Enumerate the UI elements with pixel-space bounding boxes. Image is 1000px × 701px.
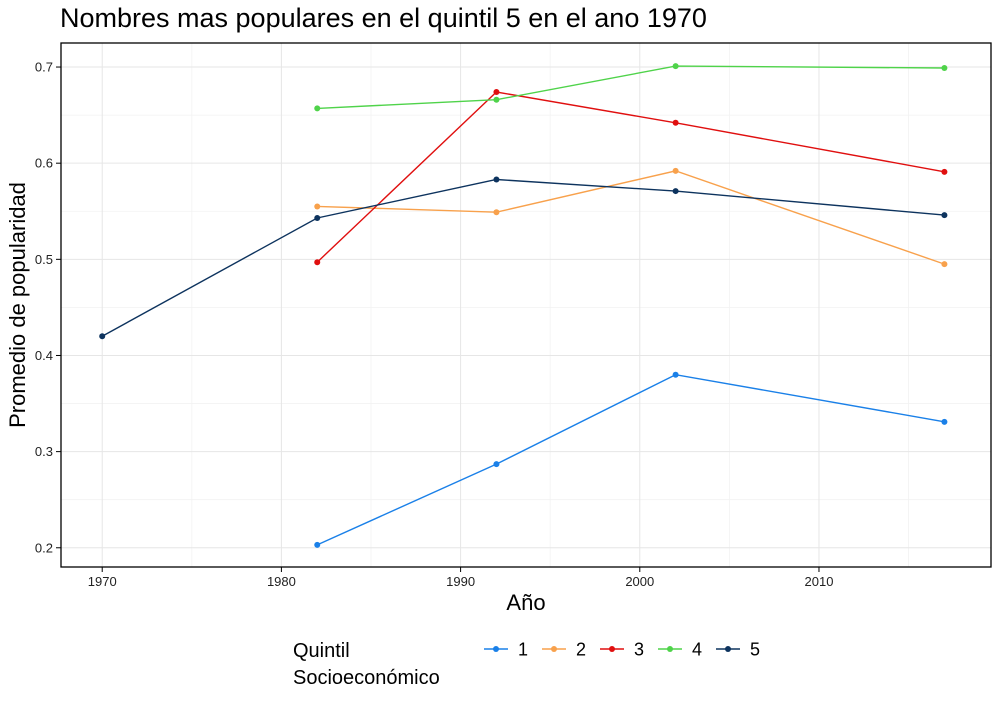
chart-title: Nombres mas populares en el quintil 5 en… [60, 3, 707, 33]
x-axis-title: Año [506, 590, 545, 615]
x-tick-label: 2000 [625, 574, 654, 589]
y-tick-label: 0.3 [35, 444, 53, 459]
legend: Quintil Socioeconómico 1 2 3 4 5 [293, 640, 760, 690]
legend-item-4: 4 [658, 640, 702, 660]
data-point-1 [493, 461, 500, 468]
series-2 [314, 167, 948, 268]
y-axis-ticks: 0.2 0.3 0.4 0.5 0.6 0.7 [35, 60, 61, 555]
data-point-1 [314, 541, 321, 548]
x-tick-label: 1970 [88, 574, 117, 589]
legend-key-point [609, 646, 615, 652]
data-point-5 [672, 188, 679, 195]
y-tick-label: 0.7 [35, 60, 53, 75]
series-5 [99, 176, 948, 340]
data-point-1 [941, 418, 948, 425]
y-tick-label: 0.5 [35, 252, 53, 267]
data-point-2 [672, 167, 679, 174]
legend-item-5: 5 [716, 640, 760, 660]
data-point-1 [672, 371, 679, 378]
data-point-3 [493, 89, 500, 96]
data-point-4 [493, 96, 500, 103]
series-3 [314, 89, 948, 266]
x-axis-ticks: 1970 1980 1990 2000 2010 [88, 567, 834, 589]
legend-label: 4 [692, 640, 702, 660]
series-line-4 [317, 65, 945, 110]
data-point-3 [314, 259, 321, 266]
plot-border [60, 42, 992, 568]
legend-label: 3 [634, 640, 644, 660]
series-line-5 [101, 178, 945, 337]
legend-item-3: 3 [600, 640, 644, 660]
series-line-3 [316, 91, 945, 263]
legend-title-line1: Quintil [293, 640, 350, 662]
data-point-5 [314, 214, 321, 221]
data-point-5 [99, 333, 106, 340]
data-point-5 [941, 212, 948, 219]
series-line-2 [317, 170, 945, 265]
data-point-4 [941, 64, 948, 71]
y-tick-label: 0.4 [35, 348, 53, 363]
data-point-4 [314, 105, 321, 112]
series-4 [314, 63, 948, 112]
data-point-5 [493, 176, 500, 183]
series-line-1 [316, 373, 945, 546]
grid-minor [61, 43, 991, 567]
y-axis-title: Promedio de popularidad [5, 182, 30, 428]
legend-title-line2: Socioeconómico [293, 667, 440, 689]
data-point-2 [493, 209, 500, 216]
x-tick-label: 1980 [267, 574, 296, 589]
legend-label: 2 [576, 640, 586, 660]
grid-major [61, 43, 991, 567]
x-tick-label: 2010 [805, 574, 834, 589]
legend-item-1: 1 [484, 640, 528, 660]
y-tick-label: 0.6 [35, 156, 53, 171]
legend-key-point [493, 646, 499, 652]
series-layer [99, 63, 948, 548]
data-point-3 [672, 119, 679, 126]
legend-label: 1 [518, 640, 528, 660]
y-tick-label: 0.2 [35, 540, 53, 555]
legend-item-2: 2 [542, 640, 586, 660]
x-tick-label: 1990 [446, 574, 475, 589]
legend-label: 5 [750, 640, 760, 660]
series-1 [314, 371, 948, 548]
data-point-4 [672, 63, 679, 70]
legend-key-point [667, 646, 673, 652]
data-point-2 [941, 261, 948, 268]
data-point-2 [314, 203, 321, 210]
data-point-3 [941, 168, 948, 175]
legend-items: 1 2 3 4 5 [484, 640, 760, 660]
legend-key-point [551, 646, 557, 652]
legend-key-point [725, 646, 731, 652]
